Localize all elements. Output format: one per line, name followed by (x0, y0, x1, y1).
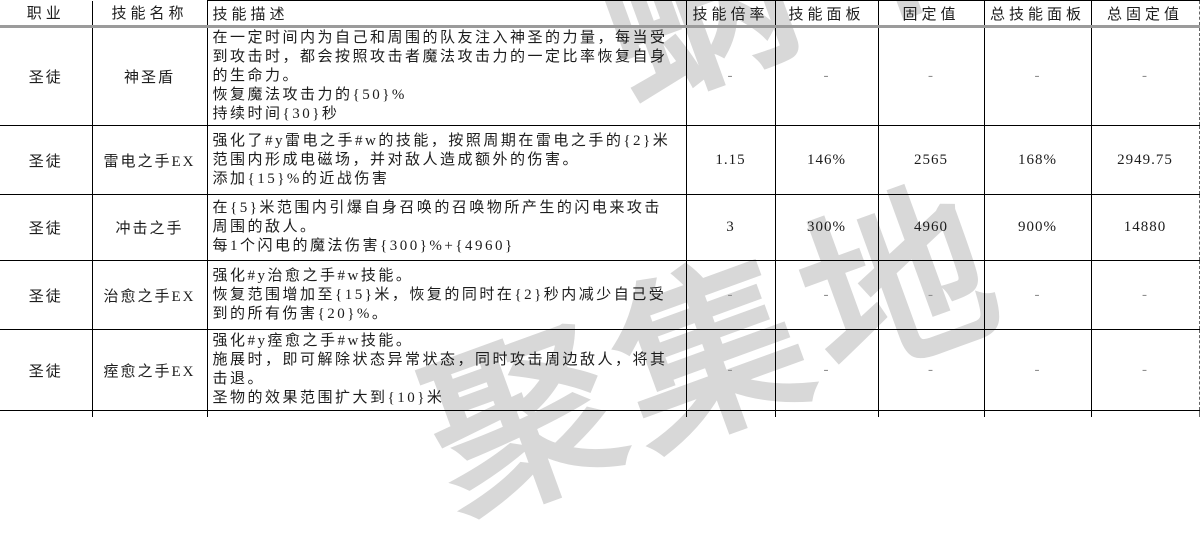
skill-table: 职业 技能名称 技能描述 技能倍率 技能面板 固定值 总技能面板 总固定值 圣徒… (0, 0, 1200, 417)
cell-skill-desc[interactable]: 强化了#y雷电之手#w的技能，按照周期在雷电之手的{2}米 范围内形成电磁场，并… (206, 125, 687, 195)
cell-skill-name[interactable]: 雷电之手EX (91, 125, 208, 195)
cell-total-fixed[interactable]: 2949.75 (1090, 125, 1200, 195)
cell-multiplier[interactable]: - (685, 329, 776, 411)
column-header-panel[interactable]: 技能面板 (774, 0, 879, 28)
column-header-total-fixed[interactable]: 总固定值 (1090, 0, 1200, 28)
cell-multiplier[interactable]: 3 (685, 194, 776, 261)
cell-skill-desc[interactable]: 强化#y治愈之手#w技能。 恢复范围增加至{15}米，恢复的同时在{2}秒内减少… (206, 260, 687, 330)
cell-skill-name[interactable]: 冲击之手 (91, 194, 208, 261)
cell-empty[interactable] (983, 410, 1092, 417)
cell-empty[interactable] (774, 410, 879, 417)
cell-panel[interactable]: 146% (774, 125, 879, 195)
cell-empty[interactable] (1090, 410, 1200, 417)
cell-profession[interactable]: 圣徒 (0, 125, 93, 195)
cell-panel[interactable]: 300% (774, 194, 879, 261)
cell-total-panel[interactable]: 900% (983, 194, 1092, 261)
column-header-fixed[interactable]: 固定值 (877, 0, 985, 28)
cell-total-panel[interactable]: - (983, 329, 1092, 411)
cell-fixed[interactable]: - (877, 329, 985, 411)
cell-empty[interactable] (91, 410, 208, 417)
cell-skill-desc[interactable]: 强化#y痓愈之手#w技能。 施展时，即可解除状态异常状态，同时攻击周边敌人，将其… (206, 329, 687, 411)
cell-skill-desc[interactable]: 在{5}米范围内引爆自身召唤的召唤物所产生的闪电来攻击 周围的敌人。 每1个闪电… (206, 194, 687, 261)
cell-fixed[interactable]: - (877, 260, 985, 330)
cell-skill-name[interactable]: 神圣盾 (91, 26, 208, 126)
table-row-partial (0, 410, 1200, 417)
cell-panel[interactable]: - (774, 260, 879, 330)
cell-skill-name[interactable]: 痓愈之手EX (91, 329, 208, 411)
cell-multiplier[interactable]: - (685, 260, 776, 330)
cell-profession[interactable]: 圣徒 (0, 194, 93, 261)
cell-fixed[interactable]: 2565 (877, 125, 985, 195)
cell-skill-name[interactable]: 治愈之手EX (91, 260, 208, 330)
cell-multiplier[interactable]: - (685, 26, 776, 126)
table-row: 圣徒 雷电之手EX 强化了#y雷电之手#w的技能，按照周期在雷电之手的{2}米 … (0, 125, 1200, 195)
cell-total-fixed[interactable]: - (1090, 260, 1200, 330)
column-header-profession[interactable]: 职业 (0, 0, 93, 28)
header-row: 职业 技能名称 技能描述 技能倍率 技能面板 固定值 总技能面板 总固定值 (0, 0, 1200, 28)
cell-profession[interactable]: 圣徒 (0, 26, 93, 126)
table-row: 圣徒 治愈之手EX 强化#y治愈之手#w技能。 恢复范围增加至{15}米，恢复的… (0, 260, 1200, 330)
cell-total-panel[interactable]: 168% (983, 125, 1092, 195)
cell-empty[interactable] (206, 410, 687, 417)
cell-profession[interactable]: 圣徒 (0, 329, 93, 411)
cell-empty[interactable] (0, 410, 93, 417)
cell-skill-desc[interactable]: 在一定时间内为自己和周围的队友注入神圣的力量，每当受 到攻击时，都会按照攻击者魔… (206, 26, 687, 126)
table-row: 圣徒 痓愈之手EX 强化#y痓愈之手#w技能。 施展时，即可解除状态异常状态，同… (0, 329, 1200, 411)
column-header-skill-desc[interactable]: 技能描述 (206, 0, 687, 28)
cell-total-fixed[interactable]: 14880 (1090, 194, 1200, 261)
column-header-skill-name[interactable]: 技能名称 (91, 0, 208, 28)
cell-total-panel[interactable]: - (983, 26, 1092, 126)
cell-multiplier[interactable]: 1.15 (685, 125, 776, 195)
cell-fixed[interactable]: - (877, 26, 985, 126)
cell-total-fixed[interactable]: - (1090, 26, 1200, 126)
cell-empty[interactable] (685, 410, 776, 417)
cell-empty[interactable] (877, 410, 985, 417)
cell-fixed[interactable]: 4960 (877, 194, 985, 261)
column-header-total-panel[interactable]: 总技能面板 (983, 0, 1092, 28)
column-header-multiplier[interactable]: 技能倍率 (685, 0, 776, 28)
table-row: 圣徒 神圣盾 在一定时间内为自己和周围的队友注入神圣的力量，每当受 到攻击时，都… (0, 26, 1200, 126)
cell-panel[interactable]: - (774, 26, 879, 126)
table-row: 圣徒 冲击之手 在{5}米范围内引爆自身召唤的召唤物所产生的闪电来攻击 周围的敌… (0, 194, 1200, 261)
cell-panel[interactable]: - (774, 329, 879, 411)
cell-total-fixed[interactable]: - (1090, 329, 1200, 411)
cell-total-panel[interactable]: - (983, 260, 1092, 330)
cell-profession[interactable]: 圣徒 (0, 260, 93, 330)
